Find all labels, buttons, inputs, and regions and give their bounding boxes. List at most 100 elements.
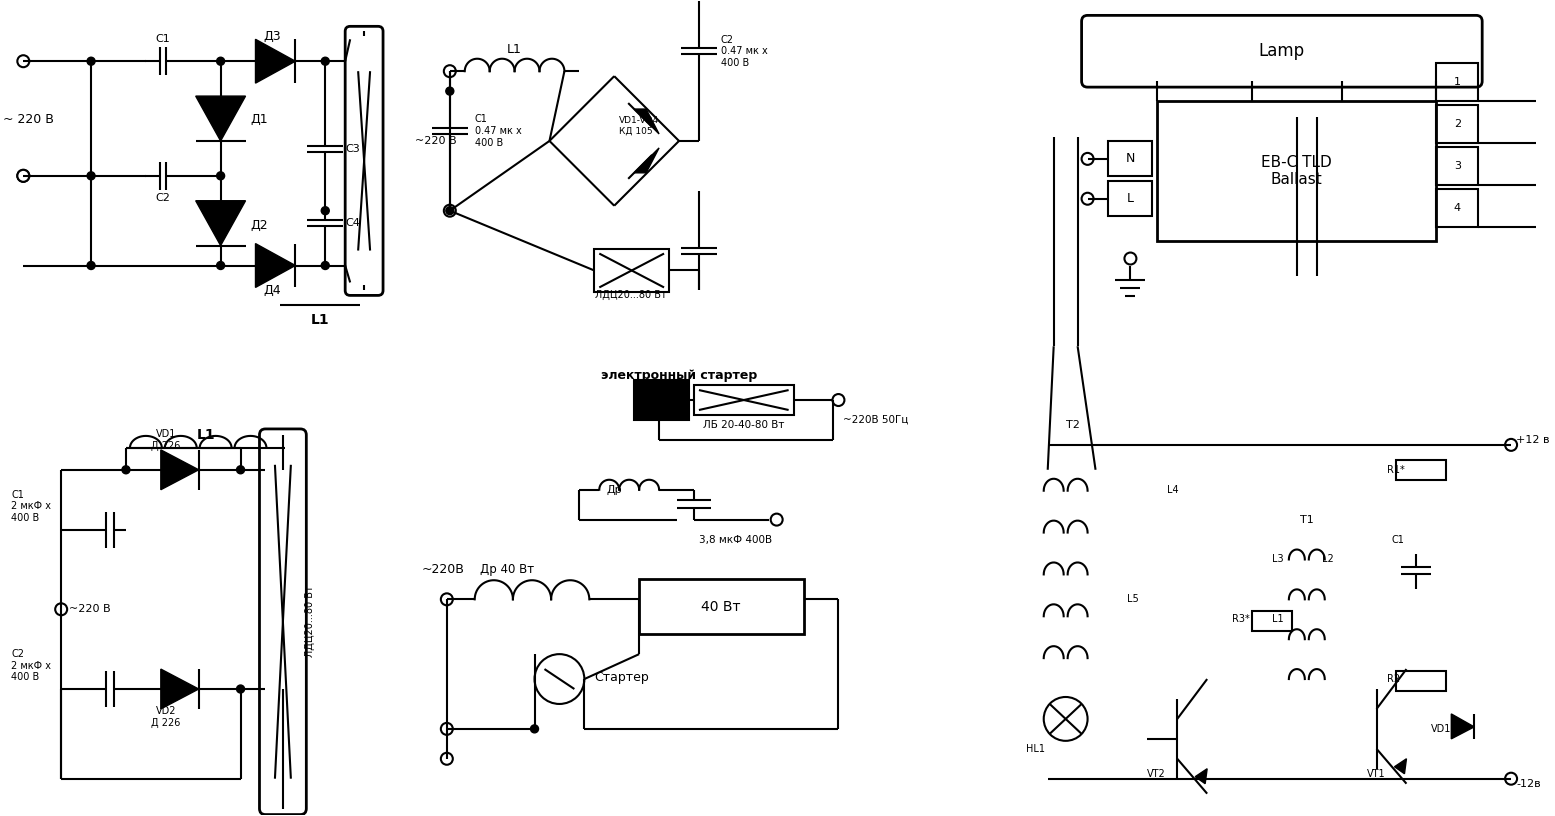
Text: L1: L1	[311, 313, 330, 327]
Circle shape	[1082, 153, 1093, 165]
Text: 3: 3	[1454, 161, 1460, 171]
Text: C1
0.47 мк х
400 В: C1 0.47 мк х 400 В	[474, 114, 521, 148]
Polygon shape	[1395, 759, 1406, 774]
Polygon shape	[160, 669, 199, 709]
Circle shape	[530, 725, 538, 733]
Bar	[634, 380, 689, 420]
Text: T1: T1	[1300, 515, 1314, 525]
Text: HL1: HL1	[1026, 744, 1045, 754]
Circle shape	[17, 170, 30, 182]
Text: Дp: Дp	[606, 485, 622, 494]
Text: C1: C1	[1392, 534, 1404, 544]
Bar	[1437, 105, 1479, 143]
Circle shape	[446, 206, 454, 215]
Text: C2
0.47 мк х
400 В: C2 0.47 мк х 400 В	[722, 34, 768, 68]
Polygon shape	[1196, 769, 1207, 783]
Circle shape	[442, 593, 453, 605]
Bar	[1437, 63, 1479, 101]
Polygon shape	[634, 148, 659, 173]
Text: +12 в: +12 в	[1516, 435, 1550, 445]
Text: Др 40 Вт: Др 40 Вт	[479, 563, 533, 576]
Text: 40 Вт: 40 Вт	[701, 601, 740, 614]
Polygon shape	[634, 109, 659, 134]
Bar	[1437, 188, 1479, 227]
Text: ~220В 50Гц: ~220В 50Гц	[843, 415, 908, 425]
Text: Д4: Д4	[263, 284, 281, 297]
Polygon shape	[196, 96, 246, 141]
Text: ~ 220 В: ~ 220 В	[3, 113, 54, 126]
Circle shape	[54, 603, 67, 615]
Bar	[1252, 611, 1292, 632]
Bar	[1437, 147, 1479, 184]
Circle shape	[236, 685, 244, 693]
Circle shape	[1505, 439, 1518, 451]
Text: Lamp: Lamp	[1260, 42, 1305, 60]
Circle shape	[216, 261, 224, 269]
Circle shape	[1124, 252, 1137, 264]
Circle shape	[322, 206, 330, 215]
Text: R1*: R1*	[1387, 465, 1404, 475]
Text: Д1: Д1	[250, 113, 267, 126]
Text: N: N	[1126, 153, 1135, 166]
Bar	[594, 249, 669, 292]
Bar	[639, 579, 804, 634]
Text: R2: R2	[1387, 674, 1400, 684]
Circle shape	[1505, 773, 1518, 785]
Polygon shape	[255, 244, 295, 287]
Bar	[694, 385, 793, 415]
Circle shape	[446, 87, 454, 95]
Circle shape	[17, 55, 30, 67]
Text: С4: С4	[345, 218, 361, 228]
Text: L5: L5	[1127, 594, 1140, 605]
Text: VT1: VT1	[1367, 769, 1386, 778]
Text: L1: L1	[1272, 614, 1283, 624]
Bar	[1396, 671, 1446, 691]
Circle shape	[322, 261, 330, 269]
Text: L1: L1	[507, 42, 522, 55]
Circle shape	[443, 205, 456, 217]
Text: ЛДЦ20...80 Вт: ЛДЦ20...80 Вт	[305, 585, 316, 657]
Circle shape	[87, 172, 95, 180]
Bar	[1107, 141, 1152, 175]
Text: L: L	[1127, 193, 1134, 206]
Text: Стартер: Стартер	[594, 671, 648, 684]
Text: C1
2 мкФ х
400 В: C1 2 мкФ х 400 В	[11, 490, 51, 523]
Text: VD1: VD1	[1431, 724, 1452, 734]
Text: VD1-VD4
КД 105: VD1-VD4 КД 105	[619, 117, 659, 135]
Circle shape	[216, 57, 224, 65]
Circle shape	[216, 172, 224, 180]
Text: 2: 2	[1454, 119, 1460, 129]
Text: ЛДЦ20...80 Вт: ЛДЦ20...80 Вт	[596, 290, 667, 300]
Circle shape	[322, 57, 330, 65]
Circle shape	[87, 261, 95, 269]
Circle shape	[236, 466, 244, 474]
Text: ~220 В: ~220 В	[68, 605, 110, 614]
Polygon shape	[196, 201, 246, 246]
Text: T2: T2	[1065, 420, 1079, 430]
Text: VD2
Д 226: VD2 Д 226	[151, 706, 180, 728]
Text: 3,8 мкФ 400В: 3,8 мкФ 400В	[698, 534, 773, 544]
Text: VD1
Д 226: VD1 Д 226	[151, 429, 180, 450]
Circle shape	[832, 394, 844, 406]
Text: -12в: -12в	[1516, 778, 1541, 789]
Polygon shape	[255, 39, 295, 83]
Text: ЛБ 20-40-80 Вт: ЛБ 20-40-80 Вт	[703, 420, 784, 430]
Text: 4: 4	[1454, 202, 1460, 213]
Text: С2: С2	[156, 193, 169, 202]
Text: R3*: R3*	[1232, 614, 1250, 624]
Circle shape	[771, 513, 782, 526]
Text: Д3: Д3	[263, 30, 281, 42]
Polygon shape	[160, 450, 199, 490]
Text: VT2: VT2	[1148, 769, 1166, 778]
Text: электронный стартер: электронный стартер	[600, 369, 757, 382]
Text: EB-C TLD
Ballast: EB-C TLD Ballast	[1261, 155, 1333, 187]
Text: Д2: Д2	[250, 220, 267, 232]
Text: L3: L3	[1272, 554, 1283, 565]
Text: L1: L1	[196, 428, 215, 442]
Text: L4: L4	[1168, 485, 1179, 494]
Circle shape	[442, 723, 453, 735]
Bar	[1157, 101, 1437, 241]
Text: ~220 В: ~220 В	[415, 136, 457, 146]
Text: С3: С3	[345, 144, 359, 154]
Text: C2
2 мкФ х
400 В: C2 2 мкФ х 400 В	[11, 650, 51, 682]
